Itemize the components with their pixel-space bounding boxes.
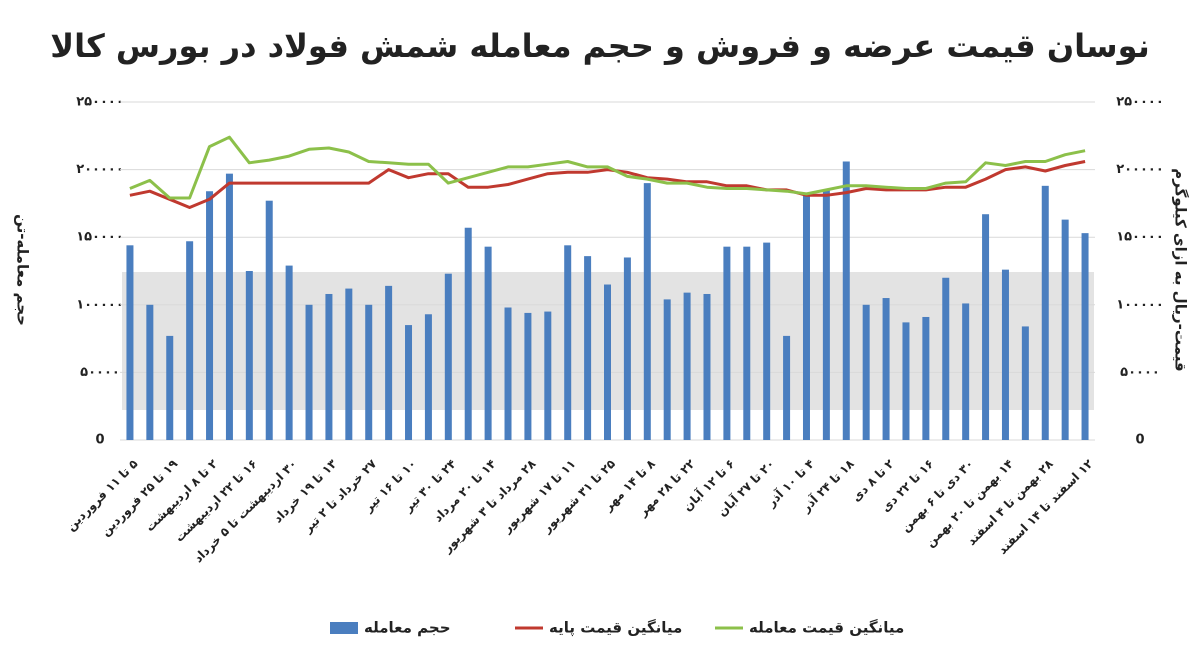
bar: [524, 312, 532, 440]
bar: [643, 183, 651, 440]
legend-label: حجم معامله: [364, 619, 451, 637]
bar: [225, 173, 233, 440]
bar: [922, 316, 930, 440]
bar: [365, 304, 373, 440]
bar: [385, 285, 393, 440]
y2-tick-label: ۵۰۰۰۰: [1120, 365, 1160, 380]
bar: [1001, 269, 1009, 440]
x-tick-label: ۳۰ دی تا ۶ بهمن: [898, 457, 976, 535]
bar: [146, 304, 154, 440]
legend-label: میانگین قیمت پایه: [549, 619, 682, 638]
bar: [902, 322, 910, 440]
bar: [1081, 233, 1089, 440]
bar: [663, 299, 671, 440]
bar: [942, 277, 950, 440]
bar: [783, 335, 791, 440]
y2-tick-label: ۲۵۰۰۰۰: [1116, 95, 1164, 110]
bar: [325, 293, 333, 440]
chart-title: نوسان قیمت عرضه و فروش و حجم معامله شمش …: [50, 27, 1149, 65]
bar: [683, 292, 691, 440]
bar: [405, 325, 413, 440]
bar: [186, 241, 194, 440]
y2-axis-label: قیمت-ریال به ازای کیلوگرم: [1172, 168, 1190, 372]
bar: [763, 242, 771, 440]
bar: [584, 256, 592, 440]
bar: [1041, 185, 1049, 440]
bar: [166, 335, 174, 440]
y2-tick-label: ۱۵۰۰۰۰: [1116, 230, 1164, 245]
bar: [424, 314, 432, 440]
bar: [982, 214, 990, 440]
bar: [842, 161, 850, 440]
bar: [504, 307, 512, 440]
bar: [265, 200, 273, 440]
bar: [822, 189, 830, 440]
y-tick-label: ۲۵۰۰۰۰: [76, 95, 124, 110]
bar: [544, 311, 552, 440]
bar: [723, 246, 731, 440]
bar: [564, 245, 572, 440]
y-tick-label: ۱۰۰۰۰۰: [76, 297, 124, 312]
y2-tick-label: 0: [1135, 433, 1144, 448]
legend-swatch: [330, 622, 358, 634]
bar: [285, 265, 293, 440]
bar: [206, 191, 214, 440]
bar: [882, 298, 890, 440]
x-tick-label: ۲۷ خرداد تا ۲ تیر: [300, 456, 380, 536]
bar: [623, 257, 631, 440]
bar: [962, 303, 970, 440]
bar: [604, 284, 611, 440]
bar: [1061, 219, 1069, 440]
bar: [484, 246, 492, 440]
line: [129, 135, 1086, 200]
bar: [802, 192, 810, 440]
bar: [703, 293, 711, 440]
bar: [245, 271, 253, 440]
bar: [126, 245, 134, 440]
y-tick-label: ۱۵۰۰۰۰: [76, 230, 124, 245]
y-tick-label: ۲۰۰۰۰۰: [76, 162, 124, 177]
y-tick-label: ۵۰۰۰۰: [80, 365, 120, 380]
legend-label: میانگین قیمت معامله: [749, 619, 904, 637]
bar: [345, 288, 353, 440]
bar: [743, 246, 751, 440]
bar: [305, 304, 313, 440]
bar: [1021, 326, 1029, 440]
bar: [464, 227, 472, 440]
bar: [862, 304, 870, 440]
y-axis-label: حجم معامله-تن: [14, 214, 32, 326]
x-tick-label: ۵ تا ۱۱ فروردین: [64, 457, 142, 535]
y-tick-label: 0: [95, 433, 104, 448]
x-tick-label: ۲ تا ۸ اردیبهشت: [143, 456, 221, 534]
y2-tick-label: ۲۰۰۰۰۰: [1116, 162, 1164, 177]
bar: [444, 273, 452, 440]
y2-tick-label: ۱۰۰۰۰۰: [1116, 297, 1164, 312]
